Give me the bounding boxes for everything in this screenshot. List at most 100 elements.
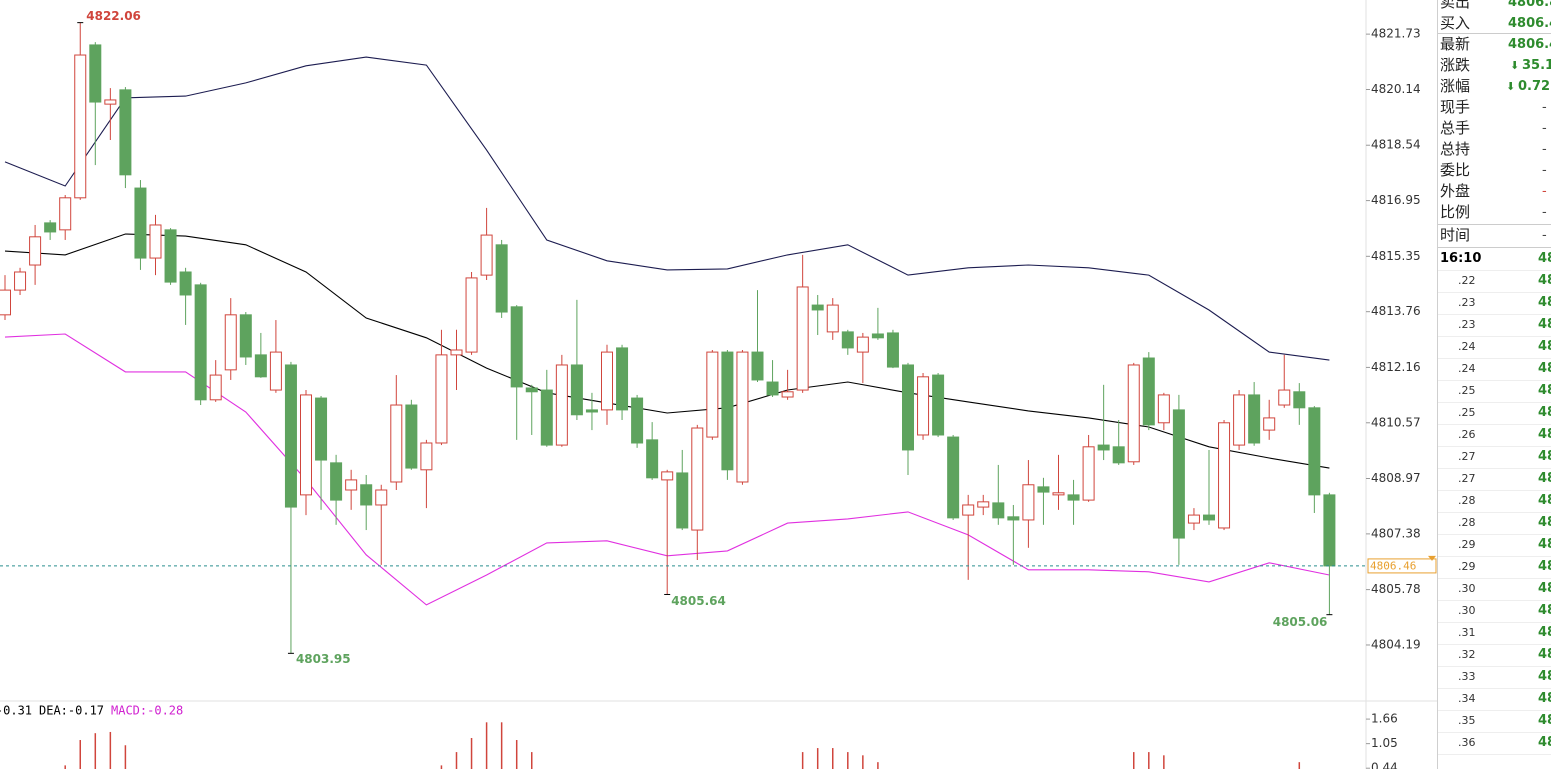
tick-time: .23: [1458, 318, 1476, 331]
macd-bar: [801, 752, 804, 769]
candle-body: [1082, 446, 1095, 501]
candle-body: [420, 442, 433, 471]
y-tick-label: 4816.95: [1371, 193, 1421, 207]
macd-bar: [109, 731, 112, 769]
quote-label: 现手: [1440, 98, 1471, 116]
quote-value: -: [1542, 100, 1547, 115]
tick-row: .29 48: [1438, 556, 1551, 579]
tick-time: .29: [1458, 560, 1476, 573]
candle-body: [1218, 422, 1231, 529]
candle-body: [781, 391, 794, 398]
tick-row: .35 48: [1438, 710, 1551, 733]
indicator-label: DEA:-0.17: [39, 704, 104, 718]
candle-body: [254, 354, 267, 378]
separator: [1438, 224, 1551, 225]
extreme-label: 4803.95: [296, 652, 351, 666]
macd-bar: [862, 755, 864, 769]
ticks-header: 时间 -: [1438, 225, 1551, 246]
tick-row: .31 48: [1438, 622, 1551, 645]
tick-row: .33 48: [1438, 666, 1551, 689]
candle-body: [917, 376, 930, 436]
candle-body: [510, 306, 523, 388]
tick-price: 48: [1538, 515, 1551, 530]
tick-time: .31: [1458, 626, 1476, 639]
tick-row: .28 48: [1438, 490, 1551, 513]
candle-body: [646, 439, 659, 479]
ticks-header-value: -: [1542, 228, 1547, 243]
candle-body: [495, 244, 508, 313]
candle-body: [796, 286, 809, 391]
macd-bar: [455, 752, 458, 769]
candle-body: [89, 44, 102, 103]
separator: [1438, 247, 1551, 248]
tick-time: .24: [1458, 362, 1476, 375]
candle-body: [841, 331, 854, 349]
y-tick-label: 4820.14: [1371, 82, 1421, 96]
candle-body: [300, 394, 312, 496]
tick-time: .30: [1458, 582, 1476, 595]
tick-price: 48: [1538, 449, 1551, 464]
quote-row: 卖出 4806.8: [1438, 0, 1551, 13]
indicator-label: MACD:-0.28: [111, 704, 183, 718]
candle-body: [480, 234, 493, 276]
candle-body: [766, 381, 779, 396]
tick-price: 48: [1538, 735, 1551, 750]
candle-body: [74, 54, 87, 199]
quote-value: -: [1542, 184, 1547, 199]
candle-body: [390, 404, 403, 483]
quote-label: 最新: [1440, 35, 1471, 53]
tick-time: 16:10: [1440, 251, 1482, 266]
y-tick-label: 1.05: [1371, 736, 1398, 750]
macd-bar: [440, 765, 443, 769]
tick-price: 48: [1538, 273, 1551, 288]
tick-time: .34: [1458, 692, 1476, 705]
candle-body: [1037, 486, 1050, 493]
tick-row: .30 48: [1438, 600, 1551, 623]
candle-body: [1263, 417, 1276, 431]
tick-price: 48: [1538, 713, 1551, 728]
candle-body: [360, 484, 373, 506]
candle-body: [104, 99, 117, 105]
tick-row: .23 48: [1438, 314, 1551, 337]
quote-row: 外盘 -: [1438, 181, 1551, 202]
tick-row: .28 48: [1438, 512, 1551, 535]
tick-price: 48: [1538, 581, 1551, 596]
tick-row: .36 48: [1438, 732, 1551, 755]
tick-time: .27: [1458, 450, 1476, 463]
quote-row: 现手 -: [1438, 97, 1551, 118]
candle-body: [676, 472, 689, 529]
candle-body: [992, 502, 1005, 519]
tick-price: 48: [1538, 383, 1551, 398]
candle-body: [1323, 494, 1336, 567]
tick-price: 48: [1538, 537, 1551, 552]
quote-row: 买入 4806.4: [1438, 13, 1551, 34]
macd-bar: [124, 745, 127, 769]
tick-price: 48: [1538, 427, 1551, 442]
tick-price: 48: [1538, 361, 1551, 376]
candle-body: [736, 351, 749, 483]
y-tick-label: 4818.54: [1371, 138, 1421, 152]
tick-time: .28: [1458, 494, 1476, 507]
macd-bar: [515, 740, 518, 769]
quote-row: 总持 -: [1438, 139, 1551, 160]
tick-time: .25: [1458, 384, 1476, 397]
candle-body: [134, 187, 147, 259]
candle-body: [450, 349, 463, 356]
candle-body: [1278, 389, 1291, 406]
quote-value: -: [1542, 205, 1547, 220]
chart: 4821.73 4820.14 4818.54 4816.95 4815.35 4813.…: [0, 0, 1438, 769]
quote-label: 涨跌: [1440, 56, 1471, 74]
y-tick-label: 0.44: [1371, 761, 1398, 769]
candle-body: [570, 364, 583, 416]
macd-bar: [847, 752, 849, 769]
quote-label: 卖出: [1440, 0, 1471, 11]
tick-time: .32: [1458, 648, 1476, 661]
candle-body: [1308, 407, 1321, 496]
quote-label: 总手: [1440, 119, 1471, 137]
tick-row: .24 48: [1438, 336, 1551, 359]
tick-price: 48: [1538, 625, 1551, 640]
macd-bar: [877, 762, 879, 769]
candle-body: [29, 236, 42, 266]
tick-row: .27 48: [1438, 468, 1551, 491]
macd-bar: [832, 748, 834, 769]
